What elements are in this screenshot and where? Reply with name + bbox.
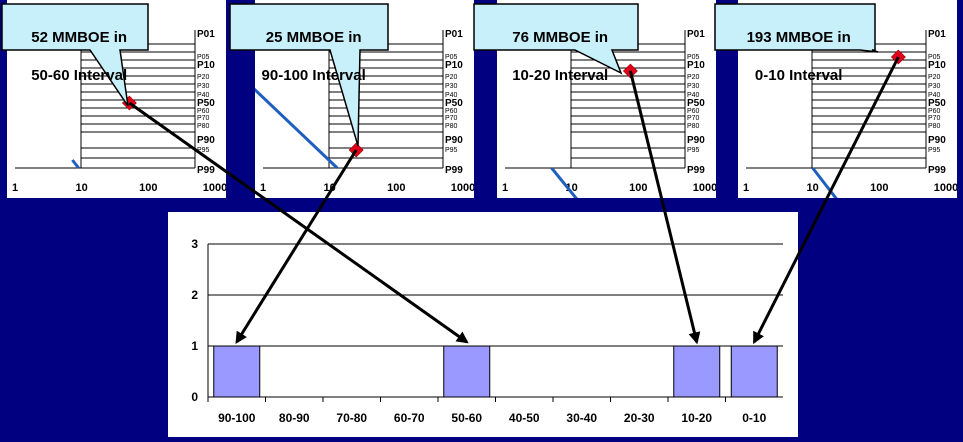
x-tick-label: 1000 (203, 182, 226, 194)
percentile-label: P99 (928, 165, 946, 176)
y-tick-label: 3 (191, 237, 198, 251)
callout-3-text: 76 MMBOE in 10-20 Interval (476, 9, 636, 85)
percentile-label: P99 (445, 165, 463, 176)
percentile-label: P01 (197, 29, 215, 40)
callout-3-line2: 10-20 Interval (512, 67, 609, 84)
percentile-label: P01 (928, 29, 946, 40)
percentile-label: P05 (928, 54, 941, 61)
x-tick-label: 1000 (451, 182, 474, 194)
percentile-label: P20 (197, 74, 210, 81)
x-tick-label: 70-80 (336, 411, 367, 425)
percentile-label: P05 (687, 54, 700, 61)
x-tick-label: 40-50 (509, 411, 540, 425)
percentile-label: P80 (445, 123, 458, 130)
x-tick-label: 100 (629, 182, 647, 194)
x-tick-label: 1000 (934, 182, 957, 194)
percentile-label: P20 (687, 74, 700, 81)
y-tick-label: 1 (191, 339, 198, 353)
highlight-marker (348, 142, 364, 158)
callout-2-text: 25 MMBOE in 90-100 Interval (232, 9, 387, 85)
histogram-chart: 0 1 2 3 90-100 80-90 70-80 60-70 50-60 40-50 30-40… (191, 237, 783, 425)
percentile-label: P30 (928, 83, 941, 90)
histogram-bar (730, 345, 778, 398)
x-tick-label: 50-60 (451, 411, 482, 425)
callout-4-text: 193 MMBOE in 0-10 Interval (717, 9, 872, 85)
percentile-label: P10 (445, 60, 463, 71)
percentile-label: P05 (197, 54, 210, 61)
percentile-label: P70 (445, 115, 458, 122)
percentile-label: P80 (928, 123, 941, 130)
percentile-label: P95 (928, 147, 941, 154)
percentile-label: P40 (445, 92, 458, 99)
percentile-label: P40 (197, 92, 210, 99)
callout-3-line1: 76 MMBOE in (512, 29, 609, 46)
percentile-label: P99 (197, 165, 215, 176)
histogram-panel: 0 1 2 3 90-100 80-90 70-80 60-70 50-60 40-50 30-40… (168, 212, 798, 437)
percentile-label: P95 (687, 147, 700, 154)
x-tick-label: 10 (807, 182, 819, 194)
callout-4-line1: 193 MMBOE in (746, 29, 851, 46)
callout-1-text: 52 MMBOE in 50-60 Interval (4, 9, 146, 85)
x-tick-label: 60-70 (394, 411, 425, 425)
percentile-label: P01 (687, 29, 705, 40)
x-tick-label: 10 (76, 182, 88, 194)
percentile-label: P10 (197, 60, 215, 71)
x-tick-label: 0-10 (742, 411, 766, 425)
percentile-label: P95 (197, 147, 210, 154)
percentile-label: P50 (928, 98, 946, 109)
callout-1-line2: 50-60 Interval (31, 67, 128, 84)
histogram-bar (443, 345, 491, 398)
percentile-label: P99 (687, 165, 705, 176)
percentile-label: P90 (445, 135, 463, 146)
x-tick-label: 80-90 (279, 411, 310, 425)
percentile-label: P95 (445, 147, 458, 154)
percentile-label: P20 (928, 74, 941, 81)
percentile-label: P60 (687, 108, 700, 115)
x-tick-label: 1 (502, 182, 508, 194)
x-tick-label: 1000 (693, 182, 716, 194)
percentile-label: P30 (197, 83, 210, 90)
histogram-bar (673, 345, 721, 398)
y-tick-label: 0 (191, 390, 198, 404)
x-tick-label: 90-100 (218, 411, 256, 425)
histogram-bar (213, 345, 261, 398)
callout-1-line1: 52 MMBOE in (31, 29, 128, 46)
percentile-label: P10 (928, 60, 946, 71)
x-tick-label: 1 (743, 182, 749, 194)
percentile-label: P90 (687, 135, 705, 146)
percentile-label: P60 (445, 108, 458, 115)
percentile-label: P90 (197, 135, 215, 146)
x-tick-label: 1 (260, 182, 266, 194)
distribution-line (71, 159, 80, 169)
x-tick-label: 100 (387, 182, 405, 194)
y-tick-label: 2 (191, 288, 198, 302)
x-tick-label: 100 (870, 182, 888, 194)
x-tick-label: 100 (139, 182, 157, 194)
percentile-label: P70 (928, 115, 941, 122)
percentile-label: P01 (445, 29, 463, 40)
percentile-label: P10 (687, 60, 705, 71)
percentile-label: P80 (687, 123, 700, 130)
callout-4-line2: 0-10 Interval (754, 67, 843, 84)
distribution-line (811, 167, 879, 253)
callout-2-line2: 90-100 Interval (261, 67, 366, 84)
percentile-label: P20 (445, 74, 458, 81)
percentile-label: P40 (928, 92, 941, 99)
x-tick-label: 30-40 (566, 411, 597, 425)
percentile-label: P05 (445, 54, 458, 61)
callout-2-line1: 25 MMBOE in (265, 29, 362, 46)
percentile-label: P30 (687, 83, 700, 90)
percentile-label: P80 (197, 123, 210, 130)
percentile-label: P30 (445, 83, 458, 90)
x-tick-label: 10-20 (681, 411, 712, 425)
x-tick-label: 20-30 (624, 411, 655, 425)
x-tick-label: 1 (12, 182, 18, 194)
percentile-label: P70 (197, 115, 210, 122)
x-tick-label: 10 (324, 182, 336, 194)
percentile-label: P90 (928, 135, 946, 146)
percentile-label: P60 (928, 108, 941, 115)
percentile-label: P70 (687, 115, 700, 122)
percentile-label: P60 (197, 108, 210, 115)
